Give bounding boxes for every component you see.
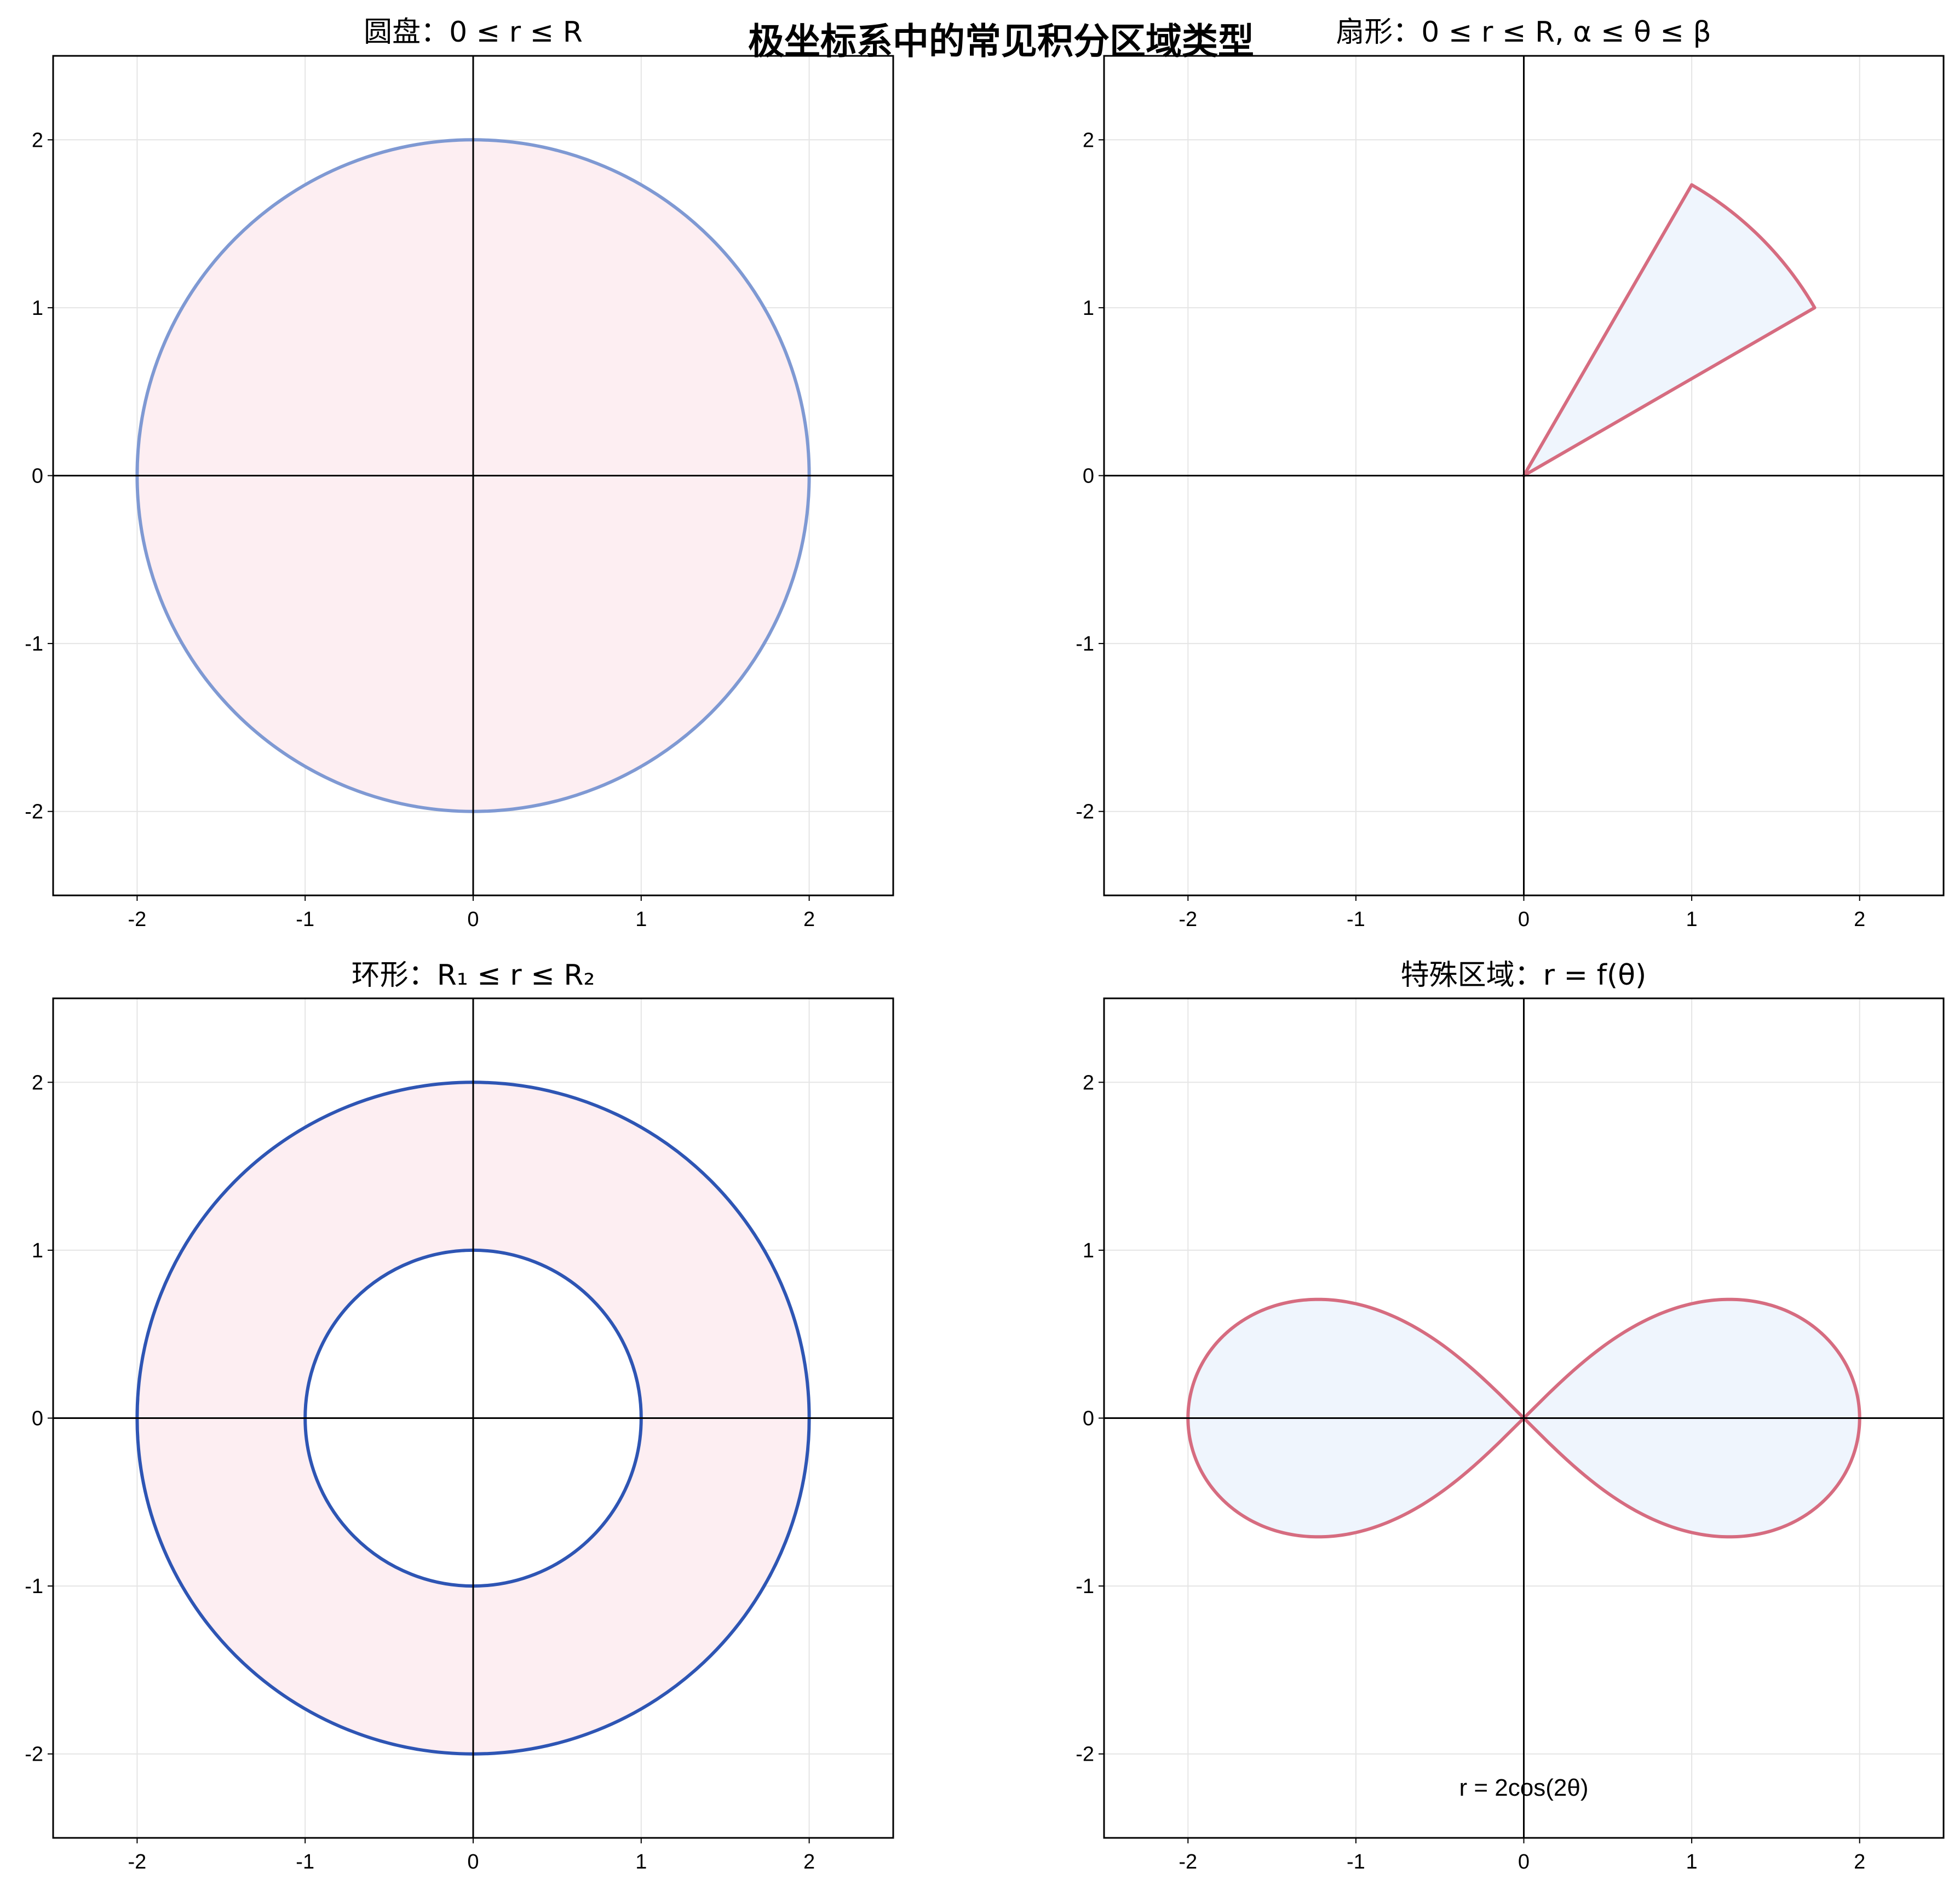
curve-annotation: r = 2cos(2θ): [1459, 1774, 1589, 1801]
plot-area: [1104, 56, 1944, 895]
x-tick-label: 0: [467, 908, 479, 931]
x-tick-label: -1: [1347, 908, 1365, 931]
y-tick-label: -1: [25, 633, 43, 656]
y-tick-label: -2: [25, 801, 43, 824]
panel-title: 圆盘：0 ≤ r ≤ R: [364, 16, 583, 49]
x-tick-label: -2: [1179, 908, 1197, 931]
panel-lemniscate: 特殊区域：r = f(θ) r = 2cos(2θ) -2 -1 0 1 2 -2 -1 0 1 2: [1076, 959, 1945, 1873]
panel-title: 特殊区域：r = f(θ): [1401, 959, 1647, 992]
y-tick-label: 0: [1083, 1407, 1094, 1430]
x-tick-label: 2: [1854, 1850, 1865, 1873]
y-tick-label: 0: [32, 1407, 43, 1430]
x-tick-label: -2: [1179, 1850, 1197, 1873]
x-tick-label: -1: [1347, 1850, 1365, 1873]
x-tick-label: 0: [467, 1850, 479, 1873]
y-tick-label: 0: [1083, 465, 1094, 488]
x-tick-label: 2: [1854, 908, 1865, 931]
x-tick-label: 0: [1518, 908, 1530, 931]
y-tick-label: 2: [1083, 1071, 1094, 1094]
x-tick-label: 1: [1686, 908, 1698, 931]
panel-title: 环形：R₁ ≤ r ≤ R₂: [352, 959, 595, 992]
y-tick-label: 1: [1083, 297, 1094, 320]
panel-annulus: 环形：R₁ ≤ r ≤ R₂ -2 -1 0 1 2 -2 -1 0 1 2: [25, 959, 894, 1873]
y-tick-label: -1: [25, 1575, 43, 1598]
sector-fill: [1524, 185, 1815, 476]
x-tick-label: 0: [1518, 1850, 1530, 1873]
x-tick-label: 1: [635, 908, 647, 931]
x-tick-label: -2: [128, 1850, 147, 1873]
y-tick-label: 1: [1083, 1239, 1094, 1262]
x-tick-label: 1: [1686, 1850, 1698, 1873]
x-tick-label: 2: [803, 1850, 815, 1873]
x-tick-label: -1: [296, 1850, 314, 1873]
y-tick-label: 0: [32, 465, 43, 488]
panel-title: 扇形：0 ≤ r ≤ R, α ≤ θ ≤ β: [1336, 16, 1711, 49]
plot-area: [53, 998, 893, 1838]
x-tick-label: -1: [296, 908, 314, 931]
y-tick-label: 2: [32, 1071, 43, 1094]
y-tick-label: 2: [1083, 129, 1094, 152]
y-tick-label: -1: [1076, 633, 1094, 656]
panel-disk: 圆盘：0 ≤ r ≤ R -2 -1 0 1 2 -2 -1 0 1 2: [25, 16, 894, 931]
y-tick-label: 2: [32, 129, 43, 152]
plot-area: [53, 56, 893, 895]
x-tick-label: -2: [128, 908, 147, 931]
plot-area: [1104, 998, 1944, 1838]
y-tick-label: -1: [1076, 1575, 1094, 1598]
panel-sector: 扇形：0 ≤ r ≤ R, α ≤ θ ≤ β -2 -1 0 1 2 -2 -1 0 1 2: [1076, 16, 1945, 931]
sector-boundary: [1522, 183, 1817, 478]
y-tick-label: -2: [25, 1743, 43, 1766]
annulus-fill: [137, 1082, 809, 1754]
y-tick-label: 1: [32, 1239, 43, 1262]
y-tick-label: 1: [32, 297, 43, 320]
x-tick-label: 1: [635, 1850, 647, 1873]
y-tick-label: -2: [1076, 1743, 1094, 1766]
y-tick-label: -2: [1076, 801, 1094, 824]
x-tick-label: 2: [803, 908, 815, 931]
